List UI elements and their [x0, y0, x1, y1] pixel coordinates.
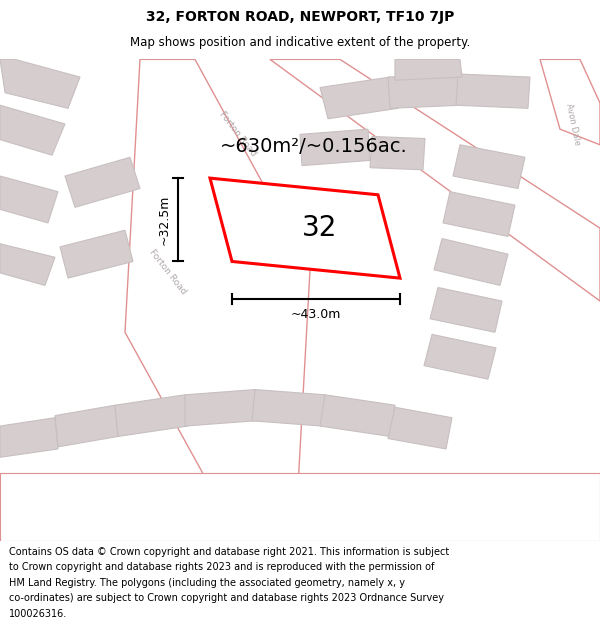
Polygon shape — [0, 418, 58, 457]
Polygon shape — [300, 129, 370, 166]
Polygon shape — [430, 288, 502, 332]
Polygon shape — [388, 74, 462, 108]
Text: co-ordinates) are subject to Crown copyright and database rights 2023 Ordnance S: co-ordinates) are subject to Crown copyr… — [9, 593, 444, 603]
Polygon shape — [60, 230, 133, 278]
Polygon shape — [0, 105, 65, 155]
Polygon shape — [210, 178, 400, 278]
Polygon shape — [456, 74, 530, 108]
Text: Map shows position and indicative extent of the property.: Map shows position and indicative extent… — [130, 36, 470, 49]
Text: Contains OS data © Crown copyright and database right 2021. This information is : Contains OS data © Crown copyright and d… — [9, 546, 449, 556]
Polygon shape — [252, 389, 325, 426]
Polygon shape — [434, 239, 508, 286]
Text: 32: 32 — [302, 214, 338, 242]
Text: ~32.5m: ~32.5m — [157, 194, 170, 245]
Polygon shape — [125, 59, 310, 541]
Text: Forton Road: Forton Road — [218, 110, 258, 159]
Polygon shape — [65, 158, 140, 208]
Text: HM Land Registry. The polygons (including the associated geometry, namely x, y: HM Land Registry. The polygons (includin… — [9, 578, 405, 587]
Text: 100026316.: 100026316. — [9, 609, 67, 619]
Polygon shape — [388, 408, 452, 449]
Polygon shape — [424, 334, 496, 379]
Polygon shape — [370, 136, 425, 170]
Polygon shape — [320, 395, 395, 436]
Polygon shape — [185, 389, 255, 426]
Polygon shape — [395, 59, 462, 80]
Polygon shape — [453, 145, 525, 189]
Polygon shape — [0, 176, 58, 223]
Polygon shape — [320, 77, 398, 119]
Text: to Crown copyright and database rights 2023 and is reproduced with the permissio: to Crown copyright and database rights 2… — [9, 562, 434, 572]
Text: ~630m²/~0.156ac.: ~630m²/~0.156ac. — [220, 138, 408, 156]
Polygon shape — [540, 59, 600, 145]
Text: Forton Road: Forton Road — [148, 248, 188, 296]
Text: 32, FORTON ROAD, NEWPORT, TF10 7JP: 32, FORTON ROAD, NEWPORT, TF10 7JP — [146, 9, 454, 24]
Polygon shape — [55, 405, 118, 447]
Text: ~43.0m: ~43.0m — [291, 308, 341, 321]
Polygon shape — [115, 395, 188, 436]
Text: Avon Dale: Avon Dale — [564, 102, 582, 146]
Polygon shape — [0, 59, 80, 108]
Polygon shape — [270, 59, 600, 301]
Polygon shape — [0, 244, 55, 286]
Polygon shape — [0, 473, 600, 541]
Polygon shape — [443, 192, 515, 236]
